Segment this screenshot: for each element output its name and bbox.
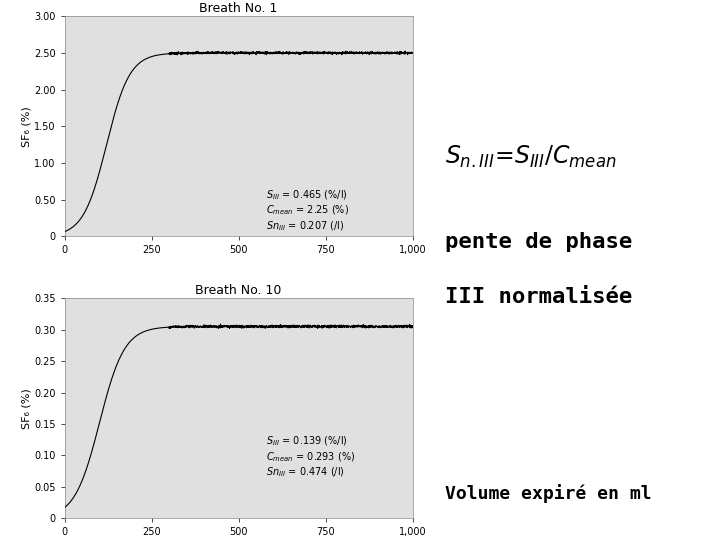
Text: pente de phase: pente de phase <box>446 232 633 252</box>
Y-axis label: SF₆ (%): SF₆ (%) <box>22 388 32 429</box>
Text: III normalisée: III normalisée <box>446 287 633 307</box>
Y-axis label: SF₆ (%): SF₆ (%) <box>22 106 32 147</box>
Text: $S_{III}$ = 0.465 (%/l)
$C_{mean}$ = 2.25 (%)
$Sn_{III}$ = 0.207 (/l): $S_{III}$ = 0.465 (%/l) $C_{mean}$ = 2.2… <box>266 188 350 233</box>
Title: Breath No. 1: Breath No. 1 <box>199 2 278 15</box>
Text: Volume expiré en ml: Volume expiré en ml <box>446 484 652 503</box>
Text: $\mathit{S}_{n.III}$=$\mathit{S}_{III}$/$\mathit{C}_{mean}$: $\mathit{S}_{n.III}$=$\mathit{S}_{III}$/… <box>446 144 617 170</box>
Text: $S_{III}$ = 0.139 (%/l)
$C_{mean}$ = 0.293 (%)
$Sn_{III}$ = 0.474 (/l): $S_{III}$ = 0.139 (%/l) $C_{mean}$ = 0.2… <box>266 435 356 480</box>
Title: Breath No. 10: Breath No. 10 <box>195 284 282 297</box>
